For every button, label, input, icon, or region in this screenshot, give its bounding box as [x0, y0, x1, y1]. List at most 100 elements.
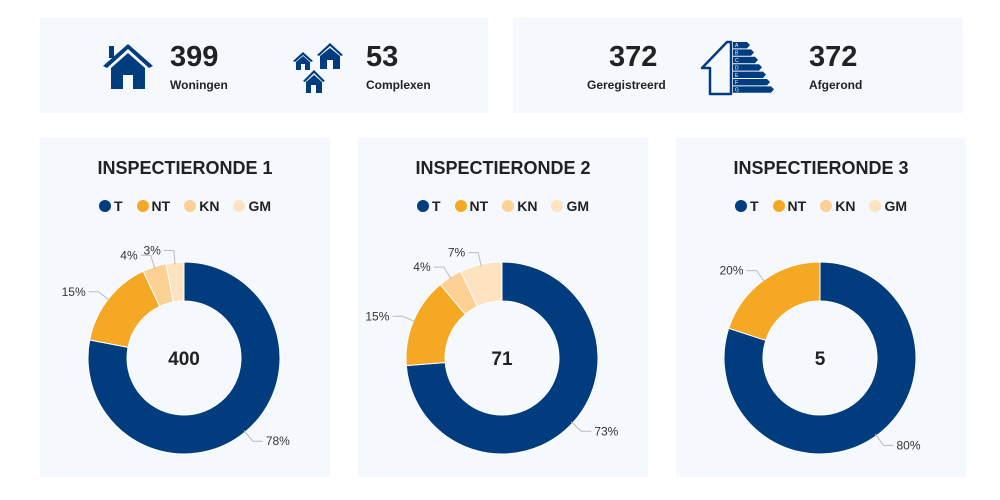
legend-item-nt[interactable]: NT: [136, 198, 171, 214]
legend-label: NT: [787, 198, 807, 214]
energy-class-bar: [733, 42, 750, 49]
donut-chart: 78% 15% 4% 3% 400: [62, 243, 290, 455]
summary-panel-housing: 399 Woningen 53 Complexen: [40, 18, 488, 113]
geregistreerd-count: 372: [609, 41, 658, 73]
legend-label: T: [749, 198, 759, 214]
label-leader-line: [140, 254, 156, 269]
legend-swatch: [734, 200, 747, 212]
legend-label: KN: [517, 198, 538, 214]
slice-percent-label: 4%: [413, 260, 431, 274]
donut-slice-nt[interactable]: [728, 261, 821, 342]
legend-swatch: [551, 200, 564, 212]
houses-icon: [293, 43, 343, 93]
chart-legend: T NT KN GM: [358, 198, 648, 214]
slice-percent-label: 78%: [266, 434, 290, 448]
energy-class-bar: [733, 56, 758, 64]
legend-swatch: [98, 200, 111, 212]
legend-item-gm[interactable]: GM: [869, 198, 907, 214]
label-leader-line: [88, 291, 111, 301]
legend-swatch: [869, 200, 882, 212]
slice-percent-label: 3%: [143, 243, 161, 257]
chart-legend: T NT KN GM: [676, 198, 966, 214]
legend-item-t[interactable]: T: [416, 198, 441, 214]
energy-class-label: D: [735, 65, 739, 71]
energy-class-label: G: [735, 88, 739, 94]
label-leader-line: [468, 252, 482, 267]
energy-class-bar: [733, 79, 770, 86]
label-leader-line: [163, 249, 176, 265]
slice-percent-label: 73%: [594, 424, 618, 438]
energy-class-label: F: [735, 80, 738, 86]
legend-label: T: [431, 198, 441, 214]
legend-swatch: [772, 200, 785, 212]
energy-class-label: B: [735, 51, 739, 57]
legend-item-nt[interactable]: NT: [454, 198, 489, 214]
label-leader-line: [874, 433, 894, 446]
label-leader-line: [243, 430, 263, 442]
energy-class-label: E: [735, 73, 739, 79]
donut-center-total: 400: [168, 349, 200, 370]
legend-swatch: [416, 200, 429, 212]
legend-item-kn[interactable]: KN: [184, 198, 219, 214]
donut-chart: 73% 15% 4% 7% 71: [365, 246, 619, 455]
legend-item-gm[interactable]: GM: [551, 198, 589, 214]
donut-chart: 80% 20% 5: [719, 261, 921, 455]
legend-item-nt[interactable]: NT: [772, 198, 807, 214]
chart-legend: T NT KN GM: [40, 198, 330, 214]
woningen-count: 399: [170, 41, 219, 73]
label-leader-line: [570, 421, 592, 432]
geregistreerd-label: Geregistreerd: [587, 78, 666, 92]
house-icon: [103, 44, 153, 89]
energy-class-bar: [733, 49, 754, 56]
energy-class-label: C: [735, 58, 739, 64]
slice-percent-label: 15%: [365, 309, 389, 323]
donut-slice-t[interactable]: [723, 261, 917, 455]
energy-class-bar: [733, 86, 774, 93]
legend-swatch: [184, 200, 197, 212]
inspectieronde-card-2: INSPECTIERONDE 2 T NT KN GM 73% 15% 4% 7% 71: [358, 138, 648, 477]
slice-percent-label: 80%: [896, 438, 920, 452]
donut-slice-gm[interactable]: [460, 261, 503, 308]
woningen-label: Woningen: [170, 78, 228, 92]
chart-title: INSPECTIERONDE 2: [415, 158, 591, 178]
slice-percent-label: 7%: [448, 246, 466, 260]
inspectieronde-card-3: INSPECTIERONDE 3 T NT KN GM 80% 20% 5: [676, 138, 966, 477]
legend-label: NT: [151, 198, 171, 214]
afgerond-count: 372: [809, 41, 858, 73]
donut-center-total: 5: [815, 349, 826, 370]
slice-percent-label: 15%: [62, 285, 86, 299]
legend-label: KN: [199, 198, 220, 214]
legend-label: GM: [884, 198, 908, 214]
legend-label: KN: [835, 198, 856, 214]
chart-title: INSPECTIERONDE 1: [97, 158, 273, 178]
legend-label: T: [113, 198, 123, 214]
inspectieronde-card-1: INSPECTIERONDE 1 T NT KN GM 78% 15% 4% 3% 400: [40, 138, 330, 477]
chart-title: INSPECTIERONDE 3: [733, 158, 909, 178]
donut-center-total: 71: [491, 349, 513, 370]
label-leader-line: [433, 266, 452, 280]
donut-slice-t[interactable]: [87, 261, 281, 455]
label-leader-line: [392, 315, 416, 323]
energy-class-label: A: [735, 43, 739, 49]
legend-label: NT: [469, 198, 489, 214]
energy-class-bar: [733, 71, 766, 78]
label-leader-line: [746, 270, 766, 283]
donut-slice-gm[interactable]: [165, 261, 185, 303]
slice-percent-label: 20%: [719, 264, 743, 278]
legend-item-gm[interactable]: GM: [233, 198, 271, 214]
legend-swatch: [454, 200, 467, 212]
energy-class-bar: [733, 64, 762, 71]
legend-swatch: [820, 200, 833, 212]
legend-item-kn[interactable]: KN: [502, 198, 537, 214]
donut-slice-t[interactable]: [405, 261, 599, 455]
legend-swatch: [502, 200, 515, 212]
legend-label: GM: [566, 198, 590, 214]
complexen-count: 53: [366, 41, 399, 73]
complexen-label: Complexen: [366, 78, 431, 92]
legend-label: GM: [248, 198, 272, 214]
legend-item-t[interactable]: T: [734, 198, 759, 214]
legend-item-t[interactable]: T: [98, 198, 123, 214]
legend-item-kn[interactable]: KN: [820, 198, 855, 214]
